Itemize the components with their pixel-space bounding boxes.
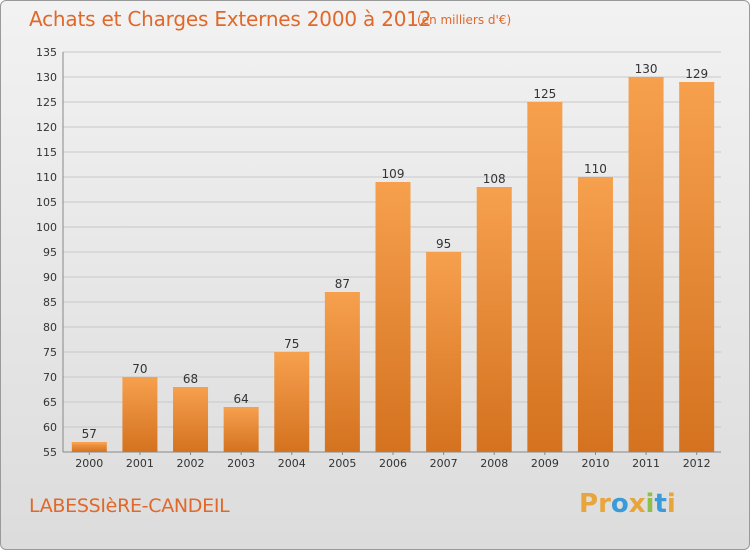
y-tick-label: 85	[43, 296, 57, 309]
logo-letter: r	[598, 489, 611, 519]
x-tick-label: 2005	[328, 457, 356, 470]
chart-title: Achats et Charges Externes 2000 à 2012	[29, 7, 432, 31]
bar-top-edge	[426, 252, 462, 254]
y-tick-label: 90	[43, 271, 57, 284]
bar-2004	[274, 352, 310, 452]
logo-letter: i	[666, 489, 676, 519]
y-tick-label: 95	[43, 246, 57, 259]
bar-2002	[173, 387, 209, 452]
y-tick-label: 105	[36, 196, 57, 209]
x-tick-label: 2002	[177, 457, 205, 470]
bar-2007	[426, 252, 462, 452]
bar-top-edge	[476, 187, 512, 189]
x-tick-label: 2000	[75, 457, 103, 470]
x-tick-label: 2004	[278, 457, 306, 470]
logo-letter: i	[645, 489, 655, 519]
bar-top-edge	[223, 407, 259, 409]
data-label: 87	[335, 277, 350, 291]
y-tick-label: 130	[36, 71, 57, 84]
data-label: 108	[483, 172, 506, 186]
data-label: 129	[685, 67, 708, 81]
y-tick-label: 115	[36, 146, 57, 159]
x-tick-label: 2010	[581, 457, 609, 470]
town-name: LABESSIèRE-CANDEIL	[29, 495, 230, 517]
logo-letter: P	[579, 489, 599, 519]
bar-2006	[375, 182, 411, 452]
bar-2000	[71, 442, 107, 452]
y-tick-label: 100	[36, 221, 57, 234]
y-tick-label: 125	[36, 96, 57, 109]
logo-letter: o	[610, 489, 629, 519]
data-label: 109	[382, 167, 405, 181]
data-label: 110	[584, 162, 607, 176]
bar-top-edge	[628, 77, 664, 79]
bar-2012	[679, 82, 715, 452]
x-tick-label: 2008	[480, 457, 508, 470]
bar-2001	[122, 377, 158, 452]
x-tick-label: 2006	[379, 457, 407, 470]
data-label: 70	[132, 362, 147, 376]
y-tick-label: 65	[43, 396, 57, 409]
y-tick-label: 120	[36, 121, 57, 134]
y-tick-label: 75	[43, 346, 57, 359]
bar-top-edge	[173, 387, 209, 389]
logo-letter: t	[654, 489, 667, 519]
data-label: 130	[635, 62, 658, 76]
y-tick-label: 135	[36, 46, 57, 59]
data-label: 64	[234, 392, 249, 406]
logo-letter: x	[628, 489, 646, 519]
bar-top-edge	[577, 177, 613, 179]
bar-top-edge	[122, 377, 158, 379]
proxiti-logo: Proxiti	[579, 489, 676, 519]
y-tick-label: 70	[43, 371, 57, 384]
y-tick-label: 80	[43, 321, 57, 334]
x-tick-label: 2011	[632, 457, 660, 470]
chart-subtitle: (en milliers d'€)	[417, 13, 512, 27]
x-tick-label: 2009	[531, 457, 559, 470]
bar-top-edge	[375, 182, 411, 184]
y-tick-label: 55	[43, 446, 57, 459]
bar-2011	[628, 77, 664, 452]
data-label: 75	[284, 337, 299, 351]
bar-top-edge	[274, 352, 310, 354]
data-label: 125	[533, 87, 556, 101]
y-tick-label: 60	[43, 421, 57, 434]
data-label: 95	[436, 237, 451, 251]
bar-2003	[223, 407, 259, 452]
bar-top-edge	[324, 292, 360, 294]
bar-2008	[476, 187, 512, 452]
bar-top-edge	[527, 102, 563, 104]
bar-chart: 57 70 68 64 75 87 109 95 108 125 110 130 129 55 60 65 7…	[36, 46, 721, 470]
bar-2010	[577, 177, 613, 452]
y-tick-label: 110	[36, 171, 57, 184]
bar-top-edge	[679, 82, 715, 84]
data-label: 57	[82, 427, 97, 441]
x-tick-label: 2007	[430, 457, 458, 470]
bar-top-edge	[71, 442, 107, 444]
bar-2005	[324, 292, 360, 452]
x-tick-label: 2001	[126, 457, 154, 470]
data-label: 68	[183, 372, 198, 386]
bar-2009	[527, 102, 563, 452]
x-tick-label: 2012	[683, 457, 711, 470]
x-tick-label: 2003	[227, 457, 255, 470]
